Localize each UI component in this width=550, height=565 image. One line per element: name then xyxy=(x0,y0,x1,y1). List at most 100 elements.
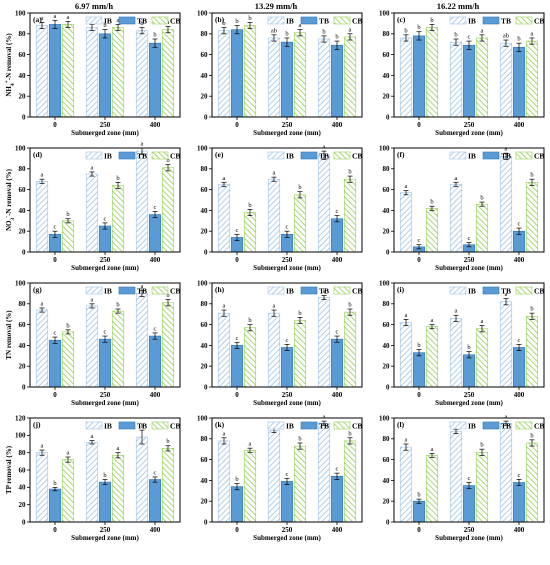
column-title-2: 13.29 mm/h xyxy=(255,1,298,11)
y-tick-label: 40 xyxy=(383,342,391,350)
y-tick-label: 60 xyxy=(383,51,391,59)
y-tick-label: 20 xyxy=(383,228,391,236)
legend-swatch-tb xyxy=(118,151,136,160)
bar-cb xyxy=(293,445,307,523)
legend-label-ib: IB xyxy=(286,421,294,430)
x-axis-label: Submerged zone (mm) xyxy=(253,129,321,137)
significance-label: a xyxy=(249,441,252,448)
y-tick-label: 0 xyxy=(204,113,208,121)
bar-ib xyxy=(449,431,463,523)
y-tick-label: 40 xyxy=(201,342,209,350)
bar-cb xyxy=(525,442,539,523)
bar-ib xyxy=(85,305,99,388)
y-tick-label: 80 xyxy=(201,300,209,308)
column-title-3: 16.22 mm/h xyxy=(437,1,480,11)
y-tick-label: 20 xyxy=(383,93,391,101)
panel-label: (c) xyxy=(397,15,406,24)
panel-label: (e) xyxy=(215,150,224,159)
significance-label: a xyxy=(455,175,458,182)
significance-label: b xyxy=(480,442,483,449)
x-tick-label: 400 xyxy=(332,526,343,534)
significance-label: b xyxy=(335,34,338,41)
bar-tb xyxy=(98,481,112,523)
panel-j: a a a b b c a a b 0 20 40 60 80 100 120 0 250 400 Submerged… xyxy=(5,414,181,542)
significance-label: c xyxy=(54,224,57,231)
bar-tb xyxy=(512,482,526,523)
bar-cb xyxy=(425,326,439,388)
y-tick-label: 80 xyxy=(201,30,209,38)
bar-ib xyxy=(499,301,513,388)
bar-cb xyxy=(111,27,125,118)
x-tick-label: 400 xyxy=(514,256,525,264)
significance-label: b xyxy=(140,20,143,27)
significance-label: b xyxy=(480,195,483,202)
y-tick-label: 40 xyxy=(201,477,209,485)
legend: IB TB CB xyxy=(267,286,362,295)
panel-h: a a a c c c b b b 0 20 40 60 80 100 0 250 400 Submerged zo… xyxy=(197,279,363,407)
x-tick-label: 250 xyxy=(100,526,111,534)
panel-label: (k) xyxy=(215,420,225,429)
legend-label-cb: CB xyxy=(534,421,544,430)
bar-ib xyxy=(85,441,99,523)
x-tick-label: 250 xyxy=(282,121,293,129)
y-tick-label: 100 xyxy=(379,9,390,17)
legend-label-cb: CB xyxy=(534,286,544,295)
significance-label: b xyxy=(166,292,169,299)
significance-label: c xyxy=(418,237,421,244)
significance-label: c xyxy=(286,337,289,344)
y-tick-label: 60 xyxy=(201,321,209,329)
bar-ib xyxy=(317,154,331,253)
panel-i: a a a b b c a a b 0 20 40 60 80 100 0 250 400 Submerged zo… xyxy=(379,279,545,407)
y-tick-label: 80 xyxy=(383,300,391,308)
y-axis-label-part: 3 xyxy=(10,218,16,221)
y-tick-label: 100 xyxy=(197,414,208,422)
significance-label: c xyxy=(518,472,521,479)
significance-label: b xyxy=(153,32,156,39)
panel-f: a a a c c c b b b 0 20 40 60 80 100 0 250 400 Submerged zo… xyxy=(379,144,545,272)
legend-label-ib: IB xyxy=(468,421,476,430)
panel-b: b ab b b b b b a a 0 20 40 60 80 100 0 250 400 Submerged z… xyxy=(197,9,363,137)
significance-label: b xyxy=(417,24,420,31)
panel-c: b b ab b c b b a a 0 20 40 60 80 100 0 250 400 Submerged z… xyxy=(379,9,545,137)
legend-label-tb: TB xyxy=(501,16,511,25)
y-axis-label-part: -N removal (%) xyxy=(5,33,13,81)
x-axis-label: Submerged zone (mm) xyxy=(435,399,503,407)
x-tick-label: 250 xyxy=(464,121,475,129)
significance-label: b xyxy=(248,202,251,209)
y-tick-label: 100 xyxy=(15,9,26,17)
y-tick-label: 80 xyxy=(19,165,27,173)
legend-label-tb: TB xyxy=(319,151,329,160)
y-tick-label: 100 xyxy=(15,144,26,152)
bar-tb xyxy=(148,42,162,118)
significance-label: a xyxy=(349,26,352,33)
x-tick-label: 250 xyxy=(282,391,293,399)
panel-d: a a a c c c b b b 0 20 40 60 80 100 0 250 400 Submerged zo… xyxy=(4,141,181,272)
y-tick-label: 0 xyxy=(22,113,26,121)
bar-cb xyxy=(61,24,75,118)
legend-swatch-ib xyxy=(449,421,467,430)
legend: IB TB CB xyxy=(449,16,544,25)
x-axis-label: Submerged zone (mm) xyxy=(253,264,321,272)
bar-cb xyxy=(525,40,539,118)
significance-label: c xyxy=(468,475,471,482)
legend-swatch-cb xyxy=(151,16,169,25)
legend-label-cb: CB xyxy=(534,16,544,25)
bar-cb xyxy=(475,37,489,118)
y-tick-label: 0 xyxy=(386,248,390,256)
significance-label: c xyxy=(236,335,239,342)
legend-swatch-tb xyxy=(482,286,500,295)
x-tick-label: 250 xyxy=(100,256,111,264)
y-tick-label: 40 xyxy=(201,72,209,80)
panel-label: (i) xyxy=(397,285,405,294)
legend-label-cb: CB xyxy=(170,286,180,295)
y-tick-label: 80 xyxy=(383,435,391,443)
y-tick-label: 80 xyxy=(383,30,391,38)
significance-label: b xyxy=(530,172,533,179)
legend-swatch-cb xyxy=(333,16,351,25)
legend-label-tb: TB xyxy=(319,16,329,25)
y-tick-label: 60 xyxy=(383,321,391,329)
bar-tb xyxy=(98,225,112,253)
significance-label: a xyxy=(91,164,94,171)
x-tick-label: 0 xyxy=(235,256,239,264)
bar-cb xyxy=(161,448,175,523)
